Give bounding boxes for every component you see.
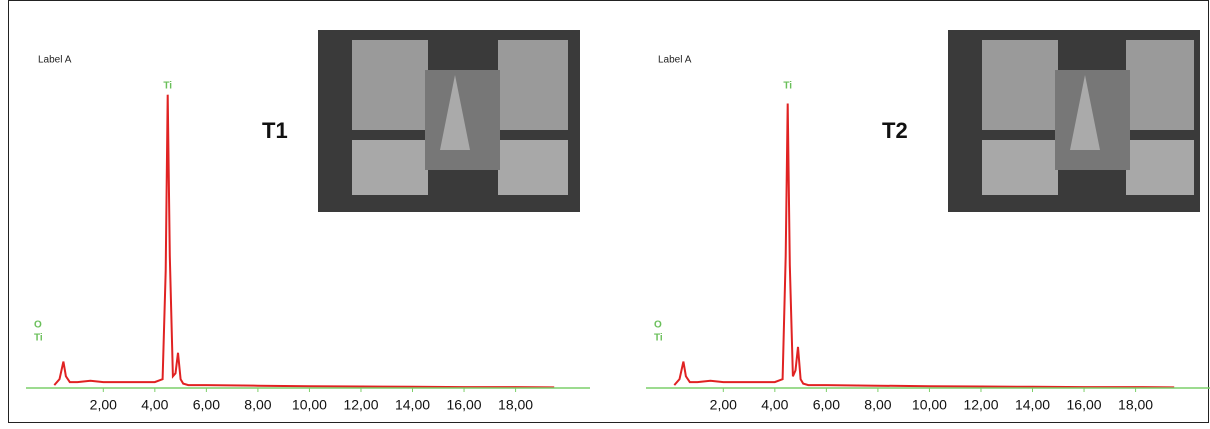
x-tick-label: 6,00 (193, 397, 220, 413)
x-tick-label: 14,00 (395, 397, 430, 413)
spectrum-line (53, 94, 555, 389)
x-tick-label: 12,00 (963, 397, 998, 413)
x-tick-label: 2,00 (90, 397, 117, 413)
peak-label: O (654, 320, 662, 331)
x-tick-label: 2,00 (710, 397, 737, 413)
x-tick-label: 18,00 (498, 397, 533, 413)
x-tick-label: 10,00 (292, 397, 327, 413)
x-tick-label: 10,00 (912, 397, 947, 413)
x-tick-label: 16,00 (1067, 397, 1102, 413)
x-tick-label: 12,00 (343, 397, 378, 413)
peak-label: Ti (34, 333, 43, 344)
sem-image (948, 30, 1200, 212)
x-tick-label: 6,00 (813, 397, 840, 413)
x-tick-label: 4,00 (761, 397, 788, 413)
x-tick-label: 4,00 (141, 397, 168, 413)
x-tick-label: 14,00 (1015, 397, 1050, 413)
x-tick-label: 18,00 (1118, 397, 1153, 413)
subtitle: Label A (658, 55, 692, 66)
peak-label: O (34, 320, 42, 331)
x-tick-label: 8,00 (864, 397, 891, 413)
peak-label: Ti (163, 81, 172, 92)
title: T1 (262, 118, 288, 143)
title: T2 (882, 118, 908, 143)
peak-label: Ti (654, 333, 663, 344)
x-tick-label: 8,00 (244, 397, 271, 413)
peak-label: Ti (783, 81, 792, 92)
sem-image (318, 30, 580, 212)
subtitle: Label A (38, 55, 72, 66)
spectrum-line (673, 103, 1175, 389)
x-tick-label: 16,00 (447, 397, 482, 413)
